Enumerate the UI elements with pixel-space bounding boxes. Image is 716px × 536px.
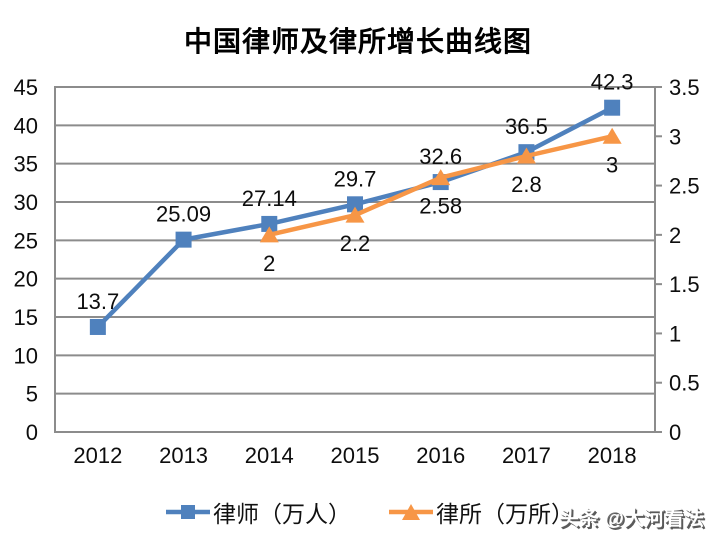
y-axis-right-label: 1.5 <box>669 272 700 297</box>
lawyers-marker <box>604 99 621 116</box>
y-axis-left-label: 35 <box>14 152 38 177</box>
lawyers-data-label: 36.5 <box>505 114 548 139</box>
y-axis-right-label: 0.5 <box>669 371 700 396</box>
law-firms-data-label: 2.58 <box>419 194 462 219</box>
law-firms-data-label: 2.2 <box>340 231 371 256</box>
y-axis-right-label: 2 <box>669 223 681 248</box>
x-axis-label: 2016 <box>416 443 465 468</box>
watermark: 头条 @大河看法 <box>558 508 704 530</box>
legend: 律师（万人） 律所（万所） <box>70 497 670 527</box>
y-axis-left-label: 5 <box>26 382 38 407</box>
legend-label: 律所（万所） <box>436 501 574 527</box>
law-firms-data-label: 2.8 <box>511 172 542 197</box>
legend-label: 律师（万人） <box>213 501 351 527</box>
y-axis-right-label: 3 <box>669 124 681 149</box>
y-axis-right-label: 1 <box>669 321 681 346</box>
x-axis-label: 2014 <box>245 443 294 468</box>
law-firms-marker <box>516 147 536 164</box>
y-axis-left-label: 30 <box>14 190 38 215</box>
y-axis-left-label: 15 <box>14 305 38 330</box>
lawyers-marker <box>175 231 192 248</box>
y-axis-right-label: 2.5 <box>669 174 700 199</box>
y-axis-left-label: 45 <box>14 75 38 100</box>
y-axis-left-label: 40 <box>14 113 38 138</box>
lawyers-data-label: 25.09 <box>156 202 211 227</box>
x-axis-label: 2018 <box>588 443 637 468</box>
law-firms-marker <box>602 127 622 144</box>
y-axis-left-label: 0 <box>26 420 38 445</box>
legend-item-lawyers: 律师（万人） <box>166 495 351 529</box>
lawyers-marker <box>261 215 278 232</box>
lawyers-data-label: 32.6 <box>419 144 462 169</box>
lawyers-data-label: 42.3 <box>591 70 634 95</box>
lawyers-marker <box>89 318 106 335</box>
law-firms-marker <box>259 226 279 243</box>
lawyers-data-label: 13.7 <box>76 289 119 314</box>
law-firms-marker <box>431 169 451 186</box>
law-firms-marker <box>345 206 365 223</box>
x-axis-label: 2015 <box>331 443 380 468</box>
lawyers-legend-square-icon <box>166 505 210 519</box>
chart-title: 中国律师及律所增长曲线图 <box>183 26 532 57</box>
law-firms-legend-triangle-icon <box>389 504 433 520</box>
y-axis-left-label: 25 <box>14 228 38 253</box>
law-firms-data-label: 3 <box>606 152 618 177</box>
x-axis-label: 2013 <box>159 443 208 468</box>
x-axis-label: 2012 <box>73 443 122 468</box>
y-axis-right-label: 3.5 <box>669 75 700 100</box>
y-axis-left-label: 20 <box>14 267 38 292</box>
y-axis-left-label: 10 <box>14 343 38 368</box>
lawyers-data-label: 27.14 <box>242 186 297 211</box>
y-axis-right-label: 0 <box>669 420 681 445</box>
legend-item-law-firms: 律所（万所） <box>389 495 574 529</box>
plot-border <box>54 86 656 433</box>
x-axis-label: 2017 <box>502 443 551 468</box>
law-firms-data-label: 2 <box>263 251 275 276</box>
lawyers-data-label: 29.7 <box>334 166 377 191</box>
lawyers-marker <box>347 196 363 213</box>
